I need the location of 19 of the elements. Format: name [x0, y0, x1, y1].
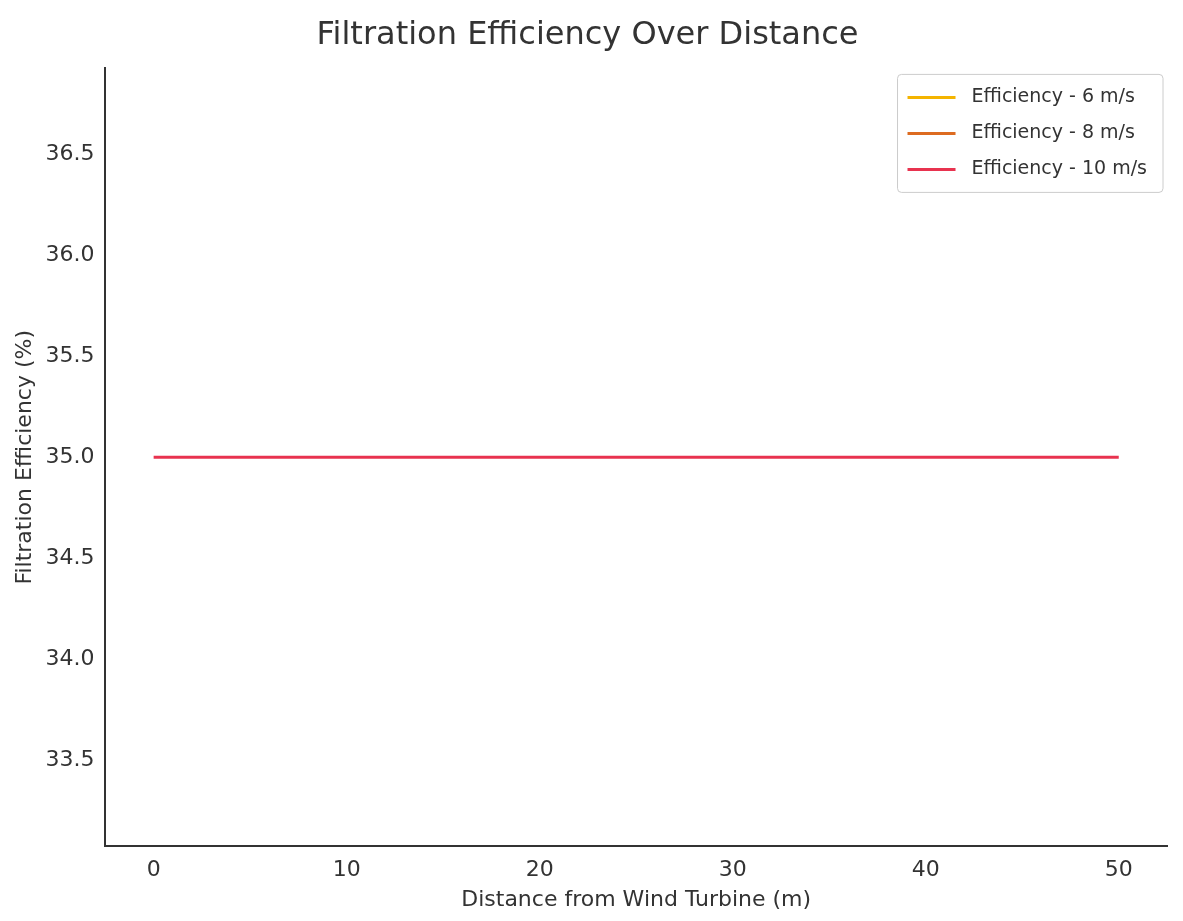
x-tick-label: 20 — [525, 856, 554, 882]
y-tick-label: 33.5 — [45, 746, 95, 772]
chart-title: Filtration Efficiency Over Distance — [316, 13, 859, 52]
y-tick-label: 34.5 — [45, 544, 95, 570]
x-axis-title: Distance from Wind Turbine (m) — [461, 885, 812, 911]
legend-label: Efficiency - 8 m/s — [971, 120, 1135, 143]
y-axis-title: Filtration Efficiency (%) — [10, 330, 36, 585]
y-tick-label: 34.0 — [45, 645, 95, 671]
x-tick-label: 50 — [1104, 856, 1133, 882]
y-tick-label: 35.5 — [45, 342, 95, 368]
x-tick-label: 10 — [332, 856, 361, 882]
legend-label: Efficiency - 10 m/s — [971, 156, 1147, 179]
y-tick-label: 36.5 — [45, 139, 95, 165]
y-tick-label: 35.0 — [45, 443, 95, 469]
x-tick-label: 30 — [718, 856, 747, 882]
y-tick-label: 36.0 — [45, 240, 95, 266]
legend-label: Efficiency - 6 m/s — [971, 84, 1135, 107]
x-tick-label: 0 — [146, 856, 161, 882]
x-tick-label: 40 — [911, 856, 940, 882]
